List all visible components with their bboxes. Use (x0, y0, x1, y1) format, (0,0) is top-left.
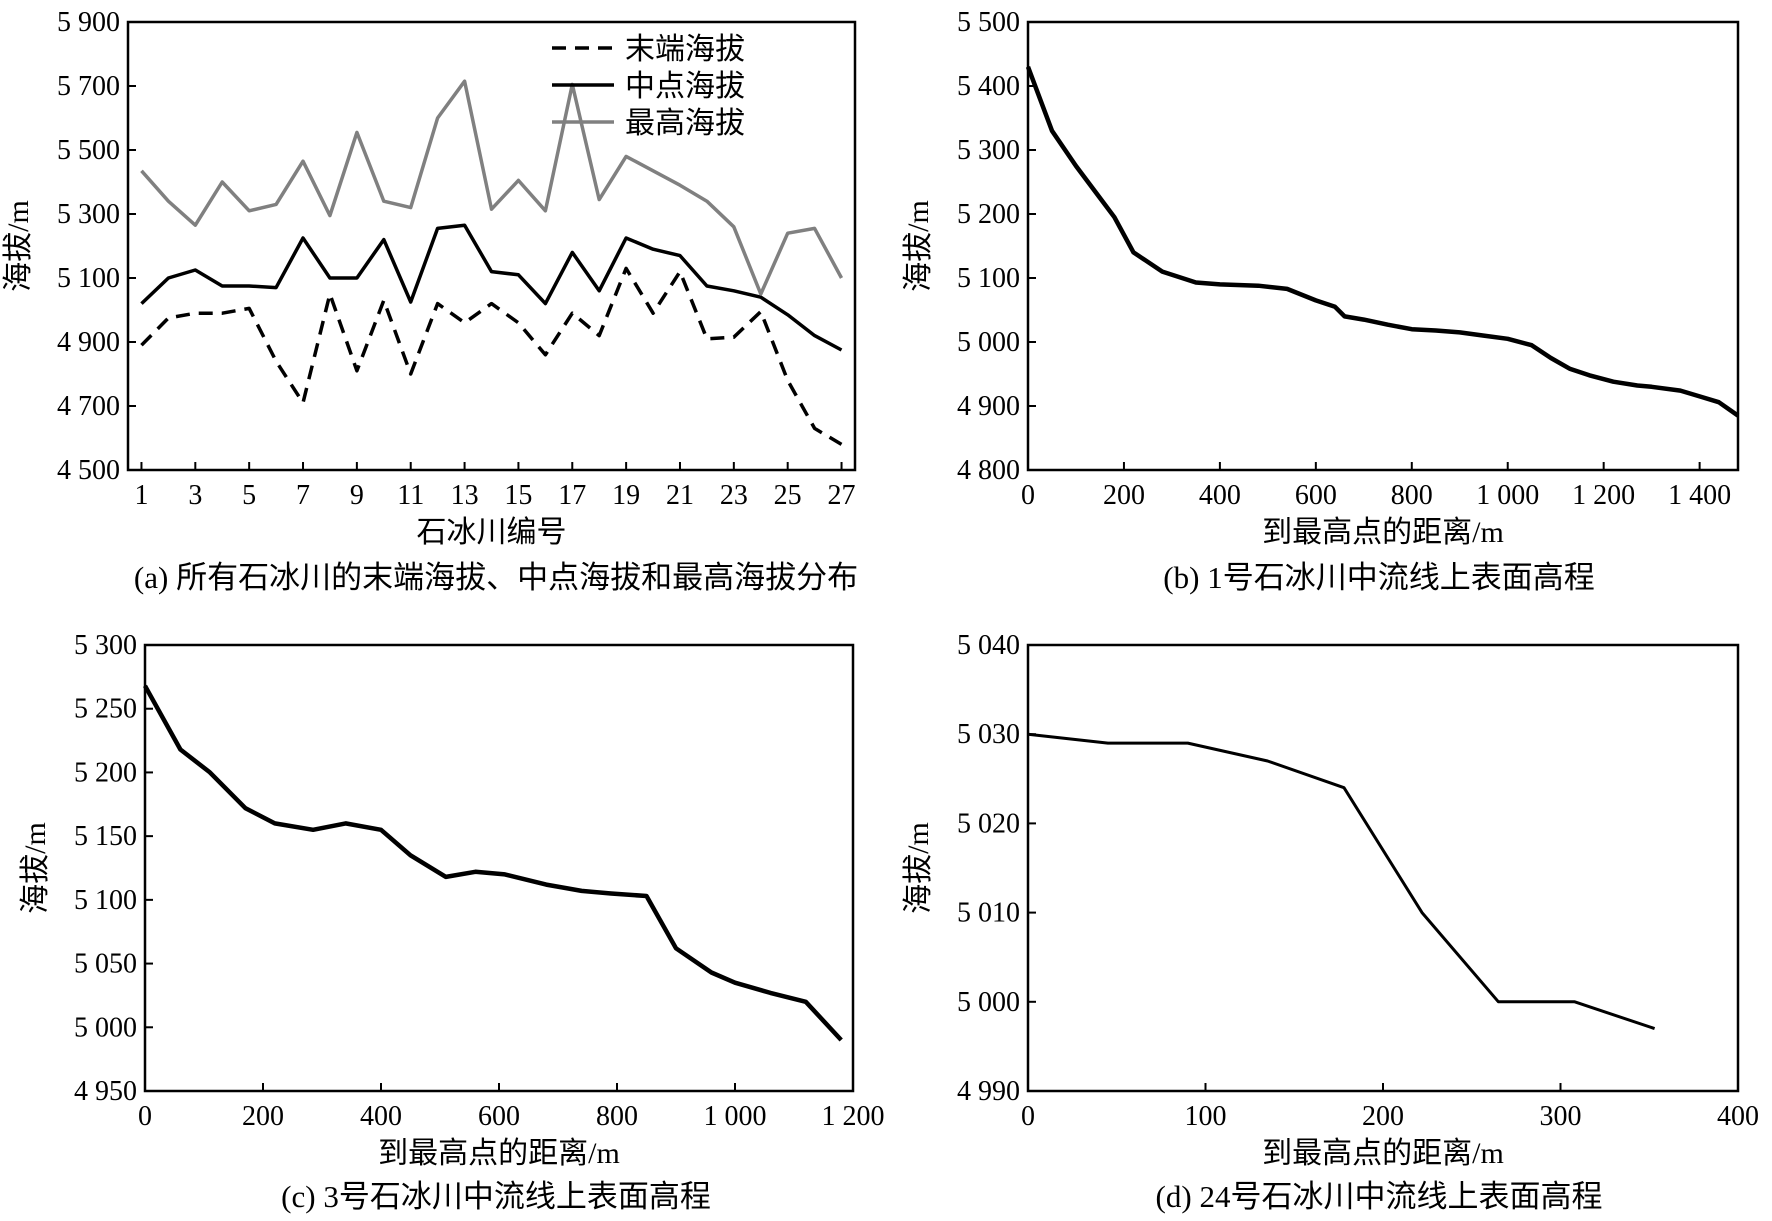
plot-frame (1026, 643, 1740, 1093)
x-tick-label: 25 (774, 480, 802, 511)
x-tick-label: 200 (1103, 480, 1145, 511)
legend-label: 中点海拔 (625, 70, 745, 103)
chart-panel-b: (b) 1号石冰川中流线上表面高程 0 200 400 600 800 1 000 1 20… (902, 7, 1740, 595)
x-tick-label: 200 (1362, 1101, 1404, 1132)
legend-label: 末端海拔 (625, 33, 745, 66)
y-axis-title: 海拔/m (902, 200, 935, 292)
series-line-2 (140, 223, 843, 352)
series-line-1 (143, 684, 843, 1042)
x-tick-label: 600 (478, 1101, 520, 1132)
x-tick-label: 1 200 (1572, 480, 1635, 511)
x-tick-label: 400 (1717, 1101, 1759, 1132)
x-tick-label: 3 (188, 480, 202, 511)
x-tick-label: 1 000 (704, 1101, 767, 1132)
plot-frame (126, 20, 857, 472)
caption-c: (c) 3号石冰川中流线上表面高程 (281, 1179, 711, 1214)
x-tick-label: 400 (360, 1101, 402, 1132)
x-tick-label: 19 (612, 480, 640, 511)
y-tick-label: 5 100 (957, 263, 1020, 294)
x-tick-label: 800 (596, 1101, 638, 1132)
y-tick-label: 5 100 (57, 263, 120, 294)
x-tick-label: 11 (397, 480, 424, 511)
y-tick-label: 5 050 (74, 949, 137, 980)
y-tick-label: 5 300 (57, 199, 120, 230)
x-tick-label: 300 (1540, 1101, 1582, 1132)
x-tick-label: 600 (1295, 480, 1337, 511)
x-tick-label: 1 400 (1668, 480, 1731, 511)
y-tick-label: 4 950 (74, 1076, 137, 1107)
x-tick-label: 7 (296, 480, 310, 511)
y-tick-label: 5 200 (957, 199, 1020, 230)
x-tick-label: 100 (1185, 1101, 1227, 1132)
y-tick-label: 5 200 (74, 757, 137, 788)
x-tick-label: 15 (504, 480, 532, 511)
y-tick-label: 4 990 (957, 1076, 1020, 1107)
y-tick-label: 5 040 (957, 630, 1020, 661)
x-axis-title: 到最高点的距离/m (1262, 1137, 1504, 1170)
chart-panel-a: (a) 所有石冰川的末端海拔、中点海拔和最高海拔分布 1 3 5 7 9 11 13 15 17… (2, 7, 858, 595)
series-line-1 (1025, 66, 1740, 418)
y-tick-label: 4 900 (957, 391, 1020, 422)
y-axis-title: 海拔/m (2, 200, 35, 292)
plot-frame (1026, 20, 1740, 472)
y-axis-title: 海拔/m (19, 822, 52, 914)
caption-d: (d) 24号石冰川中流线上表面高程 (1156, 1179, 1603, 1214)
x-tick-label: 1 (134, 480, 148, 511)
y-tick-label: 5 400 (957, 71, 1020, 102)
y-tick-label: 5 100 (74, 885, 137, 916)
y-tick-label: 5 020 (957, 808, 1020, 839)
x-axis-title: 到最高点的距离/m (378, 1137, 620, 1170)
series-line-1 (1027, 732, 1656, 1031)
plot-frame (143, 643, 855, 1093)
x-tick-label: 13 (451, 480, 479, 511)
y-tick-label: 5 010 (957, 898, 1020, 929)
y-tick-label: 5 250 (74, 694, 137, 725)
caption-a: (a) 所有石冰川的末端海拔、中点海拔和最高海拔分布 (134, 560, 858, 595)
x-tick-label: 9 (350, 480, 364, 511)
y-tick-label: 5 500 (957, 7, 1020, 38)
x-tick-label: 200 (242, 1101, 284, 1132)
y-tick-label: 5 300 (74, 630, 137, 661)
series-line-3 (140, 79, 844, 296)
x-tick-label: 1 000 (1476, 480, 1539, 511)
y-tick-label: 5 500 (57, 135, 120, 166)
x-tick-label: 23 (720, 480, 748, 511)
y-tick-label: 4 900 (57, 327, 120, 358)
chart-panel-c: (c) 3号石冰川中流线上表面高程 0 200 400 600 800 1 000 1 20… (19, 630, 885, 1214)
x-tick-label: 800 (1391, 480, 1433, 511)
y-tick-label: 4 500 (57, 455, 120, 486)
y-tick-label: 5 900 (57, 7, 120, 38)
caption-b: (b) 1号石冰川中流线上表面高程 (1163, 560, 1594, 595)
x-tick-label: 0 (138, 1101, 152, 1132)
y-tick-label: 5 000 (957, 987, 1020, 1018)
y-tick-label: 5 030 (957, 719, 1020, 750)
y-tick-label: 5 700 (57, 71, 120, 102)
x-tick-label: 27 (828, 480, 856, 511)
x-tick-label: 17 (558, 480, 586, 511)
y-tick-label: 5 000 (957, 327, 1020, 358)
legend-label: 最高海拔 (625, 107, 745, 140)
y-tick-label: 4 800 (957, 455, 1020, 486)
x-tick-label: 400 (1199, 480, 1241, 511)
x-tick-label: 0 (1021, 1101, 1035, 1132)
y-tick-label: 5 000 (74, 1012, 137, 1043)
y-axis-title: 海拔/m (902, 822, 935, 914)
y-tick-label: 5 300 (957, 135, 1020, 166)
x-tick-label: 5 (242, 480, 256, 511)
y-tick-label: 5 150 (74, 821, 137, 852)
y-tick-label: 4 700 (57, 391, 120, 422)
x-axis-title: 到最高点的距离/m (1262, 516, 1504, 549)
x-tick-label: 0 (1021, 480, 1035, 511)
chart-panel-d: (d) 24号石冰川中流线上表面高程 0 100 200 300 400 4 990 5 0… (902, 630, 1759, 1214)
series-line-1 (140, 266, 843, 446)
x-tick-label: 21 (666, 480, 694, 511)
x-axis-title: 石冰川编号 (417, 516, 567, 549)
x-tick-label: 1 200 (822, 1101, 885, 1132)
